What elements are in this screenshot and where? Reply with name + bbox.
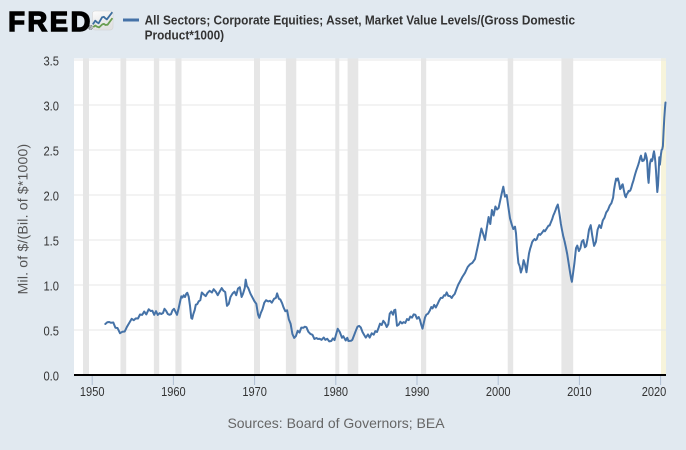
svg-text:2000: 2000: [486, 384, 511, 399]
svg-text:2020: 2020: [642, 384, 667, 399]
svg-text:1990: 1990: [405, 384, 430, 399]
svg-text:1960: 1960: [161, 384, 186, 399]
svg-text:1.5: 1.5: [43, 234, 59, 249]
svg-text:Product*1000): Product*1000): [145, 28, 224, 43]
svg-text:®: ®: [88, 25, 93, 32]
svg-text:1950: 1950: [80, 384, 105, 399]
svg-text:Mil. of $/(Bil. of $*1000): Mil. of $/(Bil. of $*1000): [15, 144, 31, 295]
svg-text:2.5: 2.5: [43, 144, 59, 159]
svg-text:FRED: FRED: [8, 6, 93, 37]
svg-text:All Sectors; Corporate Equitie: All Sectors; Corporate Equities; Asset, …: [145, 13, 575, 28]
svg-text:3.5: 3.5: [43, 54, 59, 69]
svg-text:0.5: 0.5: [43, 324, 59, 339]
svg-text:1970: 1970: [242, 384, 267, 399]
svg-text:2.0: 2.0: [43, 189, 59, 204]
svg-text:1980: 1980: [324, 384, 349, 399]
svg-text:0.0: 0.0: [43, 369, 59, 384]
svg-text:3.0: 3.0: [43, 99, 59, 114]
svg-text:1.0: 1.0: [43, 279, 59, 294]
svg-text:Sources: Board of Governors; B: Sources: Board of Governors; BEA: [227, 415, 445, 431]
svg-text:2010: 2010: [567, 384, 592, 399]
